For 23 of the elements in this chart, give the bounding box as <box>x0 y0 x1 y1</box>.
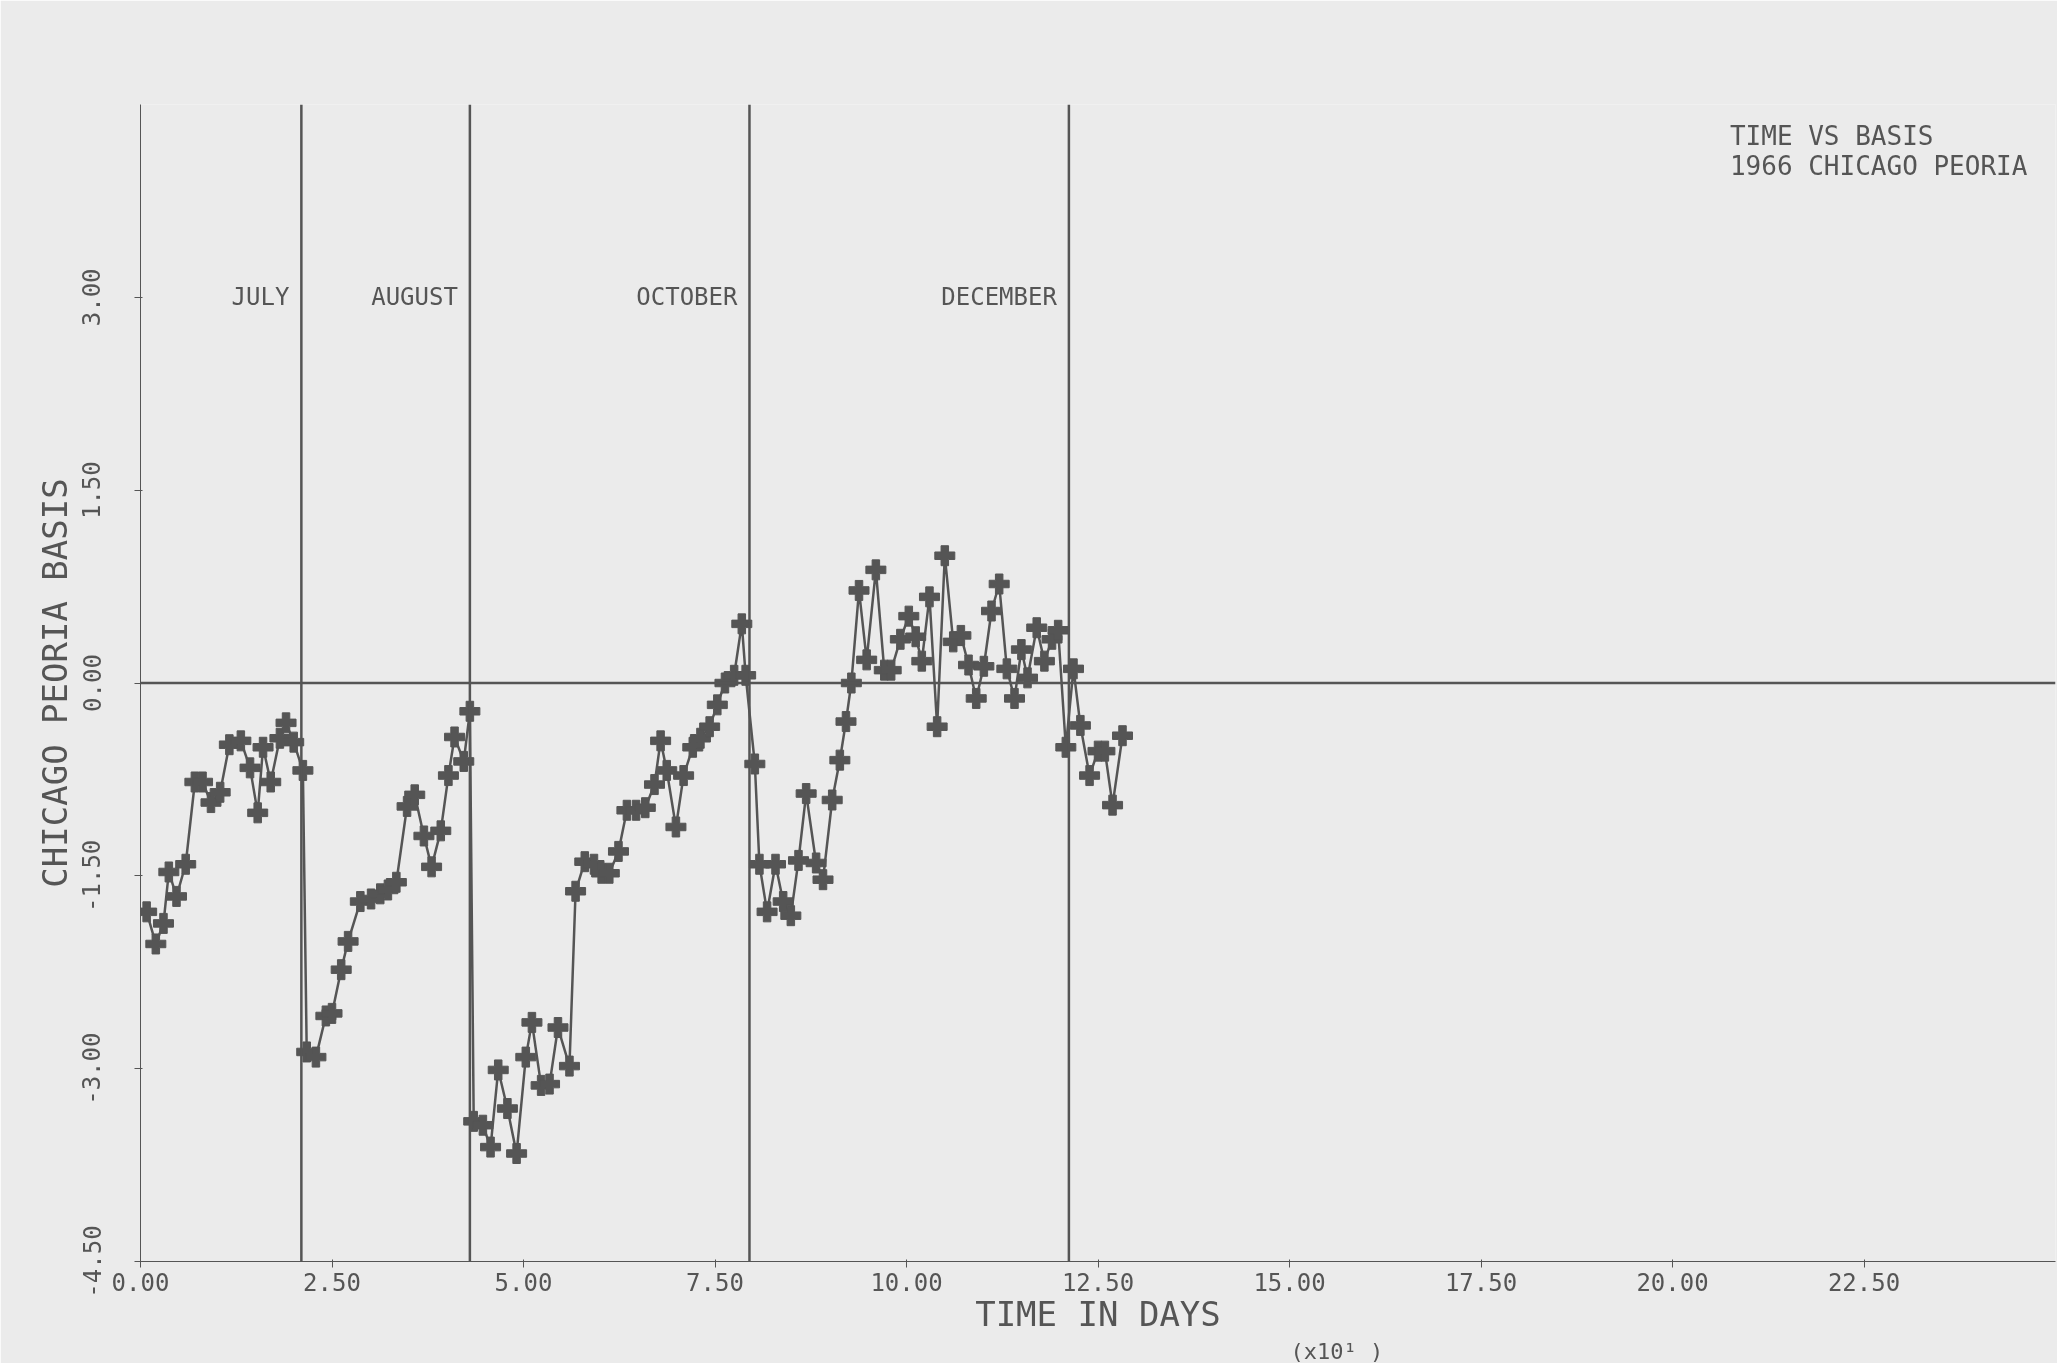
text: 1966 CHICAGO PEORIA <box>1729 150 2028 181</box>
x-tick-label: 10.00 <box>870 1268 943 1297</box>
x-tick-label: 2.50 <box>303 1268 361 1297</box>
x-tick-label: 15.00 <box>1253 1268 1326 1297</box>
y-tick-label: -1.50 <box>78 839 107 912</box>
x-tick-label: 0.00 <box>111 1268 170 1297</box>
x-tick-label: 7.50 <box>686 1268 744 1297</box>
ref-line-label: JULY <box>231 283 290 312</box>
ref-line-label: OCTOBER <box>636 283 739 312</box>
y-tick-label: 3.00 <box>78 268 107 327</box>
x-tick-label: 5.00 <box>494 1268 553 1297</box>
text: TIME VS BASIS <box>1729 120 1934 151</box>
y-axis-title: CHICAGO PEORIA BASIS <box>34 478 75 888</box>
x-tick-label: 22.50 <box>1827 1268 1901 1297</box>
y-tick-label: 0.00 <box>78 654 107 712</box>
y-tick-label: -4.50 <box>78 1225 107 1298</box>
ref-line-label: AUGUST <box>371 283 458 312</box>
y-tick-label: 1.50 <box>78 461 107 520</box>
y-tick-label: -3.00 <box>78 1032 107 1105</box>
x-tick-label: 20.00 <box>1636 1268 1709 1297</box>
x-tick-label: 17.50 <box>1444 1268 1518 1297</box>
text: (x10¹ ) <box>1290 1338 1384 1363</box>
ref-line-label: DECEMBER <box>941 283 1058 312</box>
